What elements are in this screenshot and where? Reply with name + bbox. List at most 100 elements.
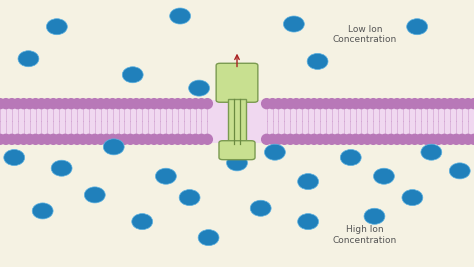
Ellipse shape: [261, 98, 272, 109]
Ellipse shape: [296, 134, 308, 145]
Ellipse shape: [0, 134, 6, 145]
Ellipse shape: [374, 98, 385, 109]
Ellipse shape: [450, 134, 462, 145]
Ellipse shape: [142, 98, 154, 109]
Ellipse shape: [95, 134, 106, 145]
Ellipse shape: [308, 98, 319, 109]
Ellipse shape: [273, 98, 284, 109]
Ellipse shape: [130, 134, 142, 145]
Ellipse shape: [202, 134, 213, 145]
Ellipse shape: [456, 98, 468, 109]
Ellipse shape: [433, 98, 444, 109]
Ellipse shape: [107, 134, 118, 145]
Ellipse shape: [427, 134, 438, 145]
Ellipse shape: [298, 214, 319, 230]
Ellipse shape: [107, 98, 118, 109]
Ellipse shape: [118, 98, 130, 109]
Ellipse shape: [65, 134, 77, 145]
Ellipse shape: [326, 98, 337, 109]
Ellipse shape: [137, 134, 148, 145]
Ellipse shape: [47, 134, 59, 145]
Ellipse shape: [166, 98, 177, 109]
Ellipse shape: [71, 98, 83, 109]
Ellipse shape: [374, 134, 385, 145]
Ellipse shape: [0, 98, 11, 109]
Ellipse shape: [344, 98, 356, 109]
Ellipse shape: [130, 98, 142, 109]
Ellipse shape: [298, 174, 319, 190]
Ellipse shape: [54, 134, 65, 145]
Ellipse shape: [468, 134, 474, 145]
FancyBboxPatch shape: [216, 63, 258, 102]
Ellipse shape: [284, 134, 296, 145]
Ellipse shape: [148, 98, 160, 109]
Ellipse shape: [445, 98, 456, 109]
Ellipse shape: [344, 134, 356, 145]
Ellipse shape: [415, 98, 426, 109]
Ellipse shape: [83, 134, 94, 145]
Ellipse shape: [356, 98, 367, 109]
Ellipse shape: [438, 134, 450, 145]
Ellipse shape: [42, 98, 53, 109]
FancyBboxPatch shape: [219, 141, 255, 160]
Ellipse shape: [172, 134, 183, 145]
Ellipse shape: [160, 134, 172, 145]
Ellipse shape: [332, 98, 343, 109]
Ellipse shape: [18, 134, 29, 145]
Ellipse shape: [178, 134, 190, 145]
Ellipse shape: [392, 134, 402, 145]
Ellipse shape: [132, 214, 153, 230]
Bar: [228, 99, 246, 144]
Ellipse shape: [314, 98, 326, 109]
Ellipse shape: [60, 98, 71, 109]
Ellipse shape: [421, 144, 442, 160]
Ellipse shape: [445, 134, 456, 145]
Ellipse shape: [291, 98, 302, 109]
Ellipse shape: [6, 134, 18, 145]
Ellipse shape: [172, 98, 183, 109]
Ellipse shape: [397, 98, 409, 109]
Ellipse shape: [71, 134, 83, 145]
Ellipse shape: [196, 98, 207, 109]
Ellipse shape: [0, 134, 11, 145]
Ellipse shape: [291, 134, 302, 145]
Ellipse shape: [155, 134, 166, 145]
Ellipse shape: [51, 160, 72, 176]
Ellipse shape: [283, 16, 304, 32]
Ellipse shape: [170, 8, 191, 24]
Ellipse shape: [101, 134, 112, 145]
Ellipse shape: [12, 134, 23, 145]
Ellipse shape: [77, 98, 89, 109]
Ellipse shape: [166, 134, 177, 145]
Ellipse shape: [362, 98, 373, 109]
Ellipse shape: [36, 134, 47, 145]
Ellipse shape: [4, 150, 25, 166]
Ellipse shape: [77, 134, 89, 145]
Ellipse shape: [385, 98, 397, 109]
Ellipse shape: [65, 98, 77, 109]
Ellipse shape: [0, 98, 6, 109]
Ellipse shape: [415, 134, 426, 145]
Ellipse shape: [113, 134, 124, 145]
Ellipse shape: [402, 190, 423, 206]
Ellipse shape: [433, 134, 444, 145]
Ellipse shape: [101, 98, 112, 109]
Ellipse shape: [273, 134, 284, 145]
Ellipse shape: [302, 98, 314, 109]
Ellipse shape: [95, 98, 106, 109]
Ellipse shape: [379, 134, 391, 145]
Ellipse shape: [403, 134, 414, 145]
Ellipse shape: [368, 98, 379, 109]
Ellipse shape: [379, 98, 391, 109]
Ellipse shape: [190, 134, 201, 145]
Ellipse shape: [47, 98, 59, 109]
Ellipse shape: [449, 163, 470, 179]
Ellipse shape: [302, 134, 314, 145]
Ellipse shape: [362, 134, 373, 145]
Ellipse shape: [409, 98, 420, 109]
Ellipse shape: [184, 98, 195, 109]
Ellipse shape: [368, 134, 379, 145]
Ellipse shape: [279, 134, 290, 145]
Ellipse shape: [374, 168, 394, 184]
Ellipse shape: [403, 98, 414, 109]
